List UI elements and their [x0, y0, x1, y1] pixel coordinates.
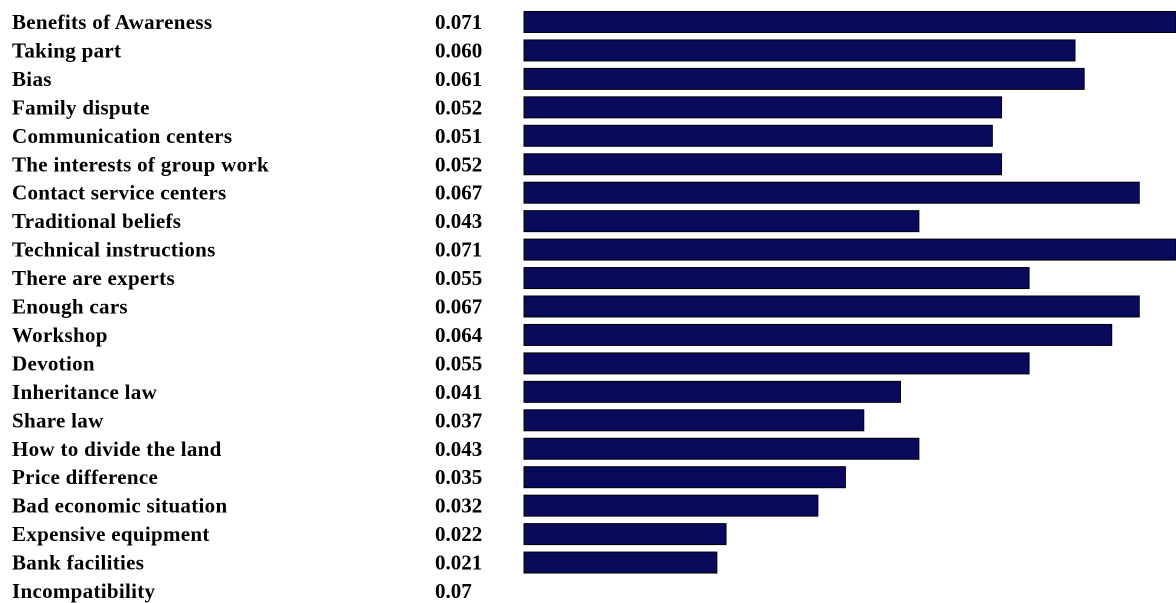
- bar: [523, 267, 1030, 290]
- bar: [523, 551, 718, 574]
- bar: [523, 352, 1030, 375]
- value-label: 0.043: [435, 209, 482, 233]
- category-label: Bad economic situation: [12, 494, 227, 518]
- value-label: 0.021: [435, 551, 482, 575]
- category-labels: Benefits of Awareness Taking part Bias Fami…: [12, 10, 269, 603]
- value-label: 0.060: [435, 38, 482, 62]
- category-label: Communication centers: [12, 124, 232, 148]
- category-label: There are experts: [12, 266, 175, 290]
- bar: [523, 39, 1076, 62]
- category-label: Bias: [12, 67, 52, 91]
- bar: [523, 153, 1003, 176]
- bar: [523, 409, 865, 432]
- value-label: 0.067: [435, 295, 482, 319]
- value-label: 0.051: [435, 124, 482, 148]
- bar: [523, 466, 846, 489]
- category-label: Benefits of Awareness: [12, 10, 212, 34]
- value-label: 0.037: [435, 408, 482, 432]
- category-label: Enough cars: [12, 295, 128, 319]
- value-label: 0.071: [435, 238, 482, 262]
- category-label: Share law: [12, 408, 104, 432]
- bar: [523, 96, 1003, 119]
- category-label: How to divide the land: [12, 437, 222, 461]
- value-label: 0.061: [435, 67, 482, 91]
- category-label: Family dispute: [12, 95, 150, 119]
- category-label: Technical instructions: [12, 238, 216, 262]
- category-label: Incompatibility: [12, 579, 156, 603]
- category-label: Bank facilities: [12, 551, 144, 575]
- bar: [523, 238, 1176, 261]
- bar: [523, 523, 727, 546]
- category-label: Inheritance law: [12, 380, 158, 404]
- bar: [523, 67, 1085, 90]
- value-label: 0.064: [435, 323, 483, 347]
- bar: [523, 323, 1113, 346]
- bar: [523, 380, 902, 403]
- value-label: 0.055: [435, 266, 482, 290]
- value-label: 0.067: [435, 181, 482, 205]
- value-label: 0.071: [435, 10, 482, 34]
- category-label: Traditional beliefs: [12, 209, 181, 233]
- bar: [523, 11, 1176, 33]
- bar: [523, 437, 920, 460]
- value-label: 0.07: [435, 579, 472, 603]
- category-label: Workshop: [12, 323, 108, 347]
- category-label: Devotion: [12, 351, 95, 375]
- bar: [523, 210, 920, 233]
- category-label: The interests of group work: [12, 152, 269, 176]
- value-label: 0.052: [435, 152, 482, 176]
- value-label: 0.043: [435, 437, 482, 461]
- value-label: 0.052: [435, 95, 482, 119]
- category-label: Taking part: [12, 38, 121, 62]
- value-labels: 0.071 0.060 0.061 0.052 0.051 0.052 0.067 0.043…: [435, 10, 483, 603]
- bar: [523, 124, 993, 147]
- value-label: 0.041: [435, 380, 482, 404]
- category-label: Contact service centers: [12, 181, 226, 205]
- bar: [523, 494, 819, 517]
- bar: [523, 181, 1140, 204]
- value-label: 0.055: [435, 351, 482, 375]
- bars: [523, 11, 1176, 574]
- value-label: 0.022: [435, 522, 482, 546]
- category-label: Expensive equipment: [12, 522, 210, 546]
- value-label: 0.035: [435, 465, 482, 489]
- bar: [523, 295, 1140, 318]
- category-label: Price difference: [12, 465, 158, 489]
- value-label: 0.032: [435, 494, 482, 518]
